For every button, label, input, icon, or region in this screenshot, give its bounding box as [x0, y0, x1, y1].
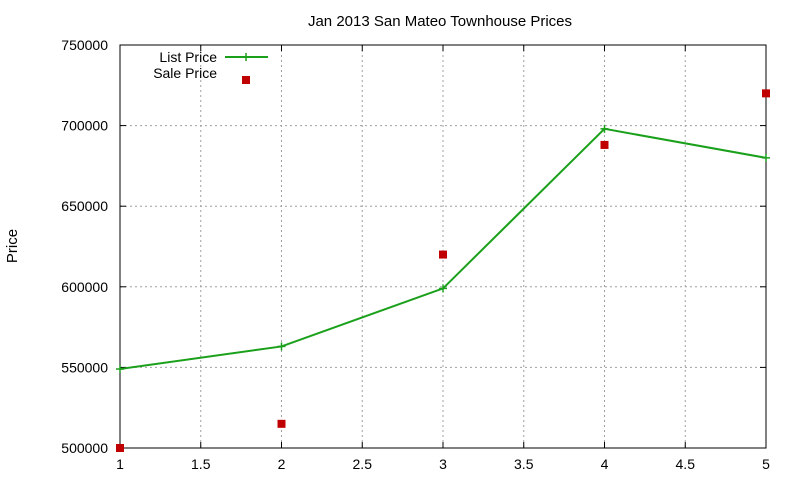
x-tick-label: 2	[278, 456, 286, 472]
x-tick-label: 4	[601, 456, 609, 472]
x-tick-label: 3.5	[514, 456, 534, 472]
data-point	[600, 140, 609, 149]
data-point	[439, 284, 447, 293]
y-tick-label: 500000	[61, 440, 108, 456]
series-layer	[116, 89, 770, 452]
series-list-price	[116, 124, 770, 374]
x-tick-label: 1.5	[191, 456, 211, 472]
x-tick-label: 5	[762, 456, 770, 472]
legend-marker	[242, 53, 250, 61]
legend-marker	[242, 76, 250, 84]
y-tick-label: 550000	[61, 359, 108, 375]
y-tick-label: 600000	[61, 279, 108, 295]
legend-label: List Price	[159, 49, 217, 65]
series-line	[119, 127, 767, 371]
grid-lines	[120, 45, 766, 448]
data-point	[277, 342, 286, 351]
x-tick-label: 3	[439, 456, 447, 472]
data-point	[116, 365, 124, 374]
y-tick-label: 750000	[61, 37, 108, 53]
data-point	[762, 89, 770, 98]
x-tick-label: 2.5	[353, 456, 373, 472]
data-point	[439, 250, 447, 259]
axis-ticks: 1 1.5 2 2.5 3 3.5 4 4.5 5 500000 550000 600000 65000…	[61, 37, 770, 472]
legend-label: Sale Price	[153, 65, 217, 81]
y-axis-label: Price	[4, 229, 21, 263]
data-point	[277, 419, 286, 428]
x-tick-label: 1	[116, 456, 124, 472]
data-point	[116, 444, 124, 452]
data-point	[600, 124, 609, 133]
y-tick-label: 700000	[61, 118, 108, 134]
y-tick-label: 650000	[61, 198, 108, 214]
x-tick-label: 4.5	[676, 456, 696, 472]
chart-title: Jan 2013 San Mateo Townhouse Prices	[308, 13, 572, 30]
data-point	[762, 153, 770, 162]
series-sale-price	[116, 89, 770, 452]
